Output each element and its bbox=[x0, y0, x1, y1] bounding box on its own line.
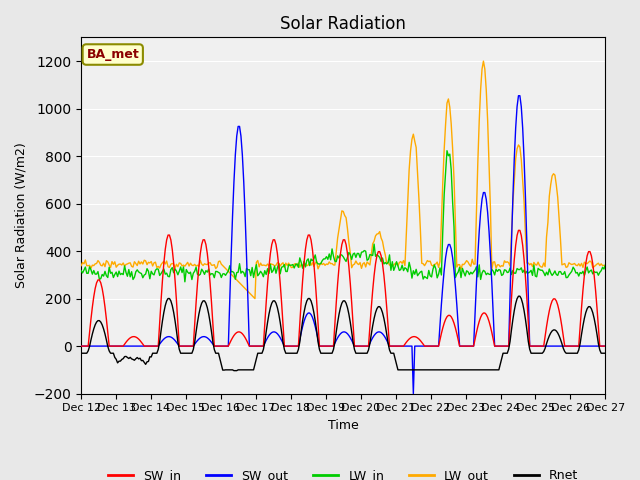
Title: Solar Radiation: Solar Radiation bbox=[280, 15, 406, 33]
X-axis label: Time: Time bbox=[328, 419, 358, 432]
Y-axis label: Solar Radiation (W/m2): Solar Radiation (W/m2) bbox=[15, 143, 28, 288]
Text: BA_met: BA_met bbox=[86, 48, 139, 61]
Legend: SW_in, SW_out, LW_in, LW_out, Rnet: SW_in, SW_out, LW_in, LW_out, Rnet bbox=[103, 464, 583, 480]
